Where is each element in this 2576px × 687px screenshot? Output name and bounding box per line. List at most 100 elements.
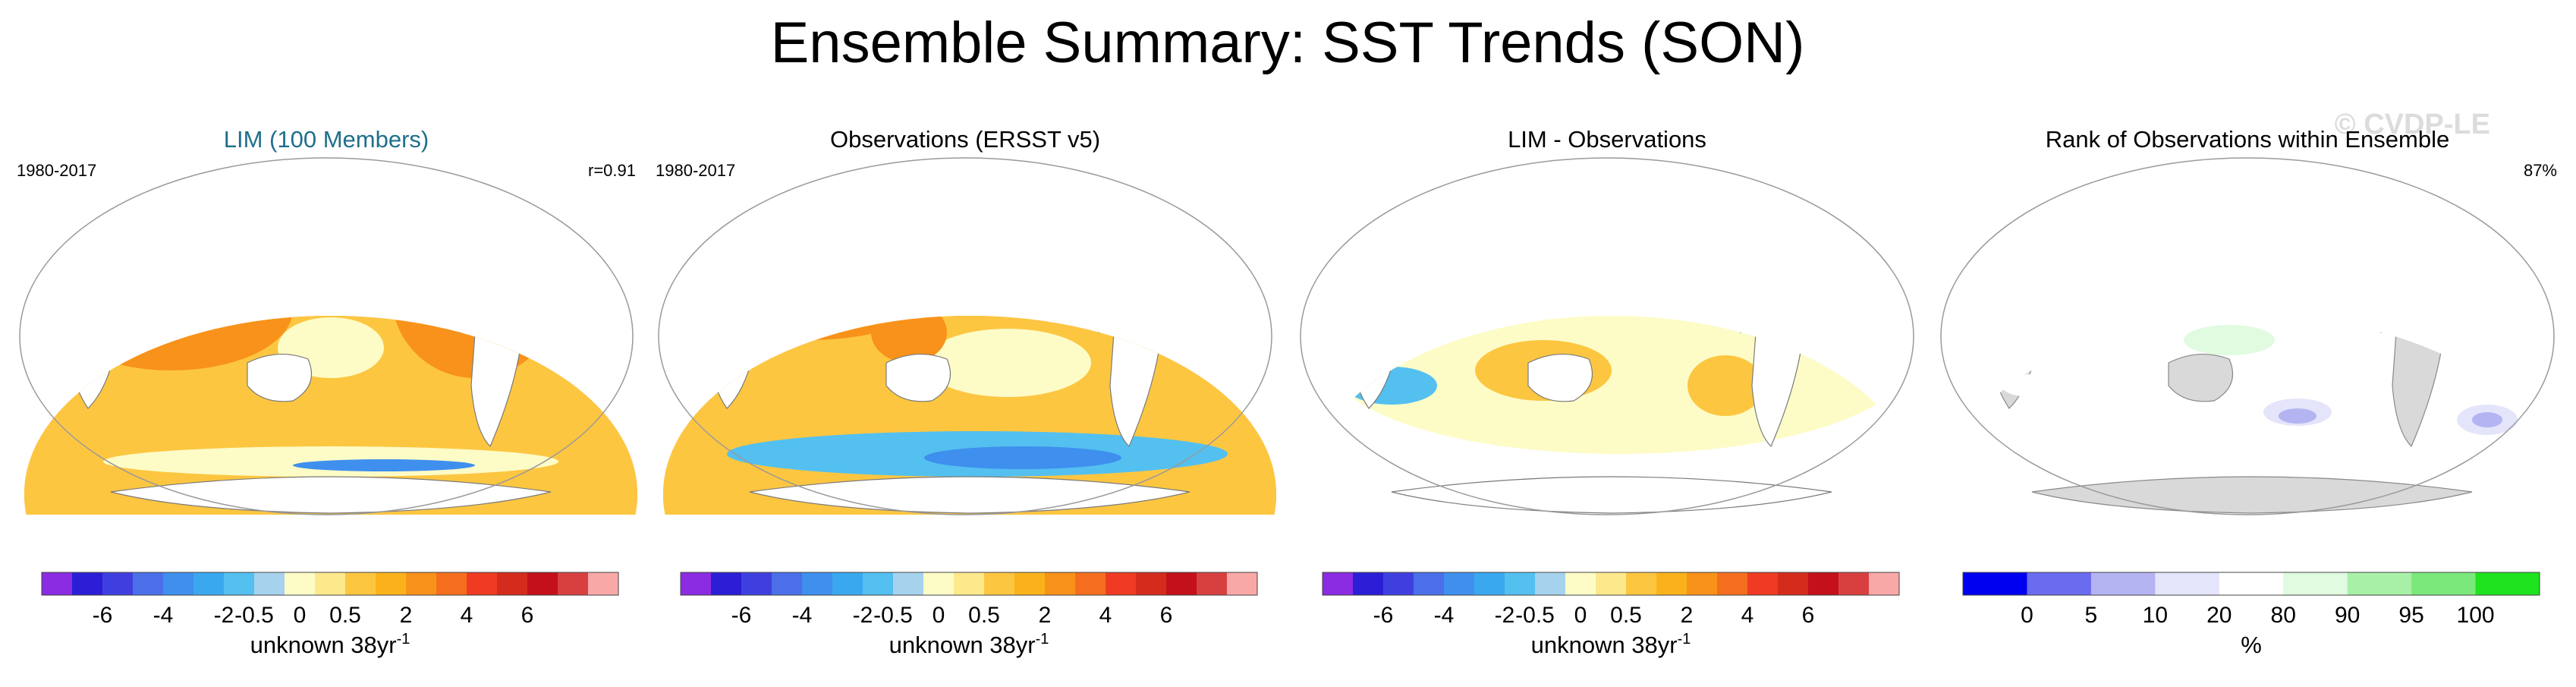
colorbar-swatch xyxy=(923,572,955,595)
colorbar-swatch xyxy=(2090,572,2156,595)
colorbar-swatch xyxy=(1747,572,1779,595)
colorbar-tick: 100 xyxy=(2457,603,2495,628)
panel-title: Rank of Observations within Ensemble xyxy=(2046,126,2449,153)
rank-blob xyxy=(2002,374,2062,397)
colorbar-swatch xyxy=(436,572,467,595)
colorbar-swatch xyxy=(163,572,194,595)
colorbar-swatch xyxy=(1963,572,2027,595)
rank-blob xyxy=(2396,316,2487,344)
colorbar-swatch xyxy=(2219,572,2284,595)
colorbar-swatch xyxy=(1596,572,1627,595)
colorbar-label-exponent: -1 xyxy=(1036,631,1049,648)
land-4 xyxy=(111,181,323,253)
colorbar-tick: -0.5 xyxy=(234,603,274,628)
colorbar-swatch xyxy=(1505,572,1536,595)
colorbar: -6 -4 -2 -0.5 0 0.5 2 4 6 unknown 38yr-1 xyxy=(1322,572,1900,658)
colorbar-swatch xyxy=(1045,572,1076,595)
colorbar: -6 -4 -2 -0.5 0 0.5 2 4 6 unknown 38yr-1 xyxy=(680,572,1258,658)
colorbar-label-exponent: -1 xyxy=(397,631,410,648)
colorbar-tick: 10 xyxy=(2143,603,2168,628)
colorbar-label-base: unknown 38yr xyxy=(889,632,1036,658)
land-1 xyxy=(885,354,951,402)
colorbar-tick: 5 xyxy=(2085,603,2098,628)
colorbar-tick: -4 xyxy=(1434,603,1455,628)
colorbar-tick: -2 xyxy=(214,603,234,628)
map-outline xyxy=(19,157,634,515)
land-4 xyxy=(1392,181,1604,253)
field-blob xyxy=(772,188,1152,234)
colorbar-swatch xyxy=(467,572,498,595)
land-1 xyxy=(247,354,313,402)
panel-lim: LIM (100 Members) 1980-2017 r=0.91 -6 -4 -2 -0… xyxy=(17,126,637,658)
colorbar-swatch xyxy=(2411,572,2477,595)
colorbar-swatch xyxy=(1656,572,1687,595)
colorbar-label: unknown 38yr-1 xyxy=(1531,631,1691,658)
land-3 xyxy=(2334,316,2448,334)
panel-rank: Rank of Observations within Ensemble 87% 0… xyxy=(1933,126,2571,658)
rank-blob xyxy=(2184,325,2275,355)
colorbar-swatch xyxy=(1323,572,1354,595)
colorbar-swatch xyxy=(102,572,134,595)
colorbar-swatch xyxy=(588,572,619,595)
colorbar-swatch xyxy=(1869,572,1900,595)
land-3 xyxy=(1052,316,1165,334)
field-blob xyxy=(924,446,1121,469)
colorbar-frame xyxy=(680,572,1258,596)
colorbar-tick: -0.5 xyxy=(873,603,913,628)
stat-label: 87% xyxy=(2524,161,2557,180)
field-blob xyxy=(50,316,293,370)
rank-blob xyxy=(2404,272,2449,302)
colorbar-swatch xyxy=(558,572,589,595)
colorbar-tick: 6 xyxy=(521,603,534,628)
colorbar-swatch xyxy=(72,572,103,595)
colorbar-tick: 4 xyxy=(1741,603,1754,628)
colorbar-tick: -4 xyxy=(153,603,174,628)
colorbar-tick: 0.5 xyxy=(968,603,1000,628)
colorbar-label-exponent: -1 xyxy=(1678,631,1691,648)
colorbar-swatch xyxy=(1717,572,1748,595)
land-4 xyxy=(750,181,962,253)
colorbar-swatch xyxy=(1136,572,1167,595)
land-3 xyxy=(1694,316,1807,334)
colorbar-frame xyxy=(1962,572,2540,596)
colorbar-swatch xyxy=(1474,572,1505,595)
colorbar-tick: 20 xyxy=(2206,603,2232,628)
rank-blob xyxy=(2423,291,2461,314)
colorbar-swatch xyxy=(2283,572,2348,595)
colorbar-label: % xyxy=(2241,632,2262,658)
panel-title: Observations (ERSST v5) xyxy=(830,126,1100,153)
colorbar-tick: 0.5 xyxy=(329,603,361,628)
colorbar-swatch xyxy=(1444,572,1475,595)
colorbar-swatch xyxy=(832,572,863,595)
land-4 xyxy=(2032,181,2244,253)
land-1 xyxy=(2168,354,2234,402)
colorbar-label-base: unknown 38yr xyxy=(250,632,397,658)
rank-blob xyxy=(2077,260,2138,283)
colorbar-swatch xyxy=(741,572,772,595)
colorbar-swatch xyxy=(954,572,985,595)
colorbar-tick: 0 xyxy=(294,603,307,628)
colorbar-swatch xyxy=(224,572,255,595)
panel-title: LIM - Observations xyxy=(1508,126,1706,153)
colorbar-swatch xyxy=(406,572,437,595)
colorbar: 0 5 10 20 80 90 95 100% xyxy=(1962,572,2540,658)
map-outline xyxy=(658,157,1272,515)
field-blob xyxy=(1687,355,1763,416)
arctic-mask xyxy=(1933,158,2571,200)
colorbar-tick: 2 xyxy=(1039,603,1052,628)
colorbar-tick: -6 xyxy=(93,603,113,628)
colorbar-tick: 4 xyxy=(461,603,473,628)
colorbar-tick: -6 xyxy=(731,603,752,628)
period-label: 1980-2017 xyxy=(17,161,96,180)
colorbar-swatch xyxy=(1535,572,1566,595)
watermark: © CVDP-LE xyxy=(2335,109,2490,140)
colorbar-tick: 80 xyxy=(2271,603,2296,628)
colorbar-swatch xyxy=(1014,572,1046,595)
colorbar-label: unknown 38yr-1 xyxy=(889,631,1049,658)
field-blob xyxy=(871,316,947,363)
field-blob xyxy=(1346,367,1437,405)
colorbar-swatch xyxy=(802,572,833,595)
colorbar-swatch xyxy=(193,572,225,595)
figure-title: Ensemble Summary: SST Trends (SON) xyxy=(771,11,1805,75)
